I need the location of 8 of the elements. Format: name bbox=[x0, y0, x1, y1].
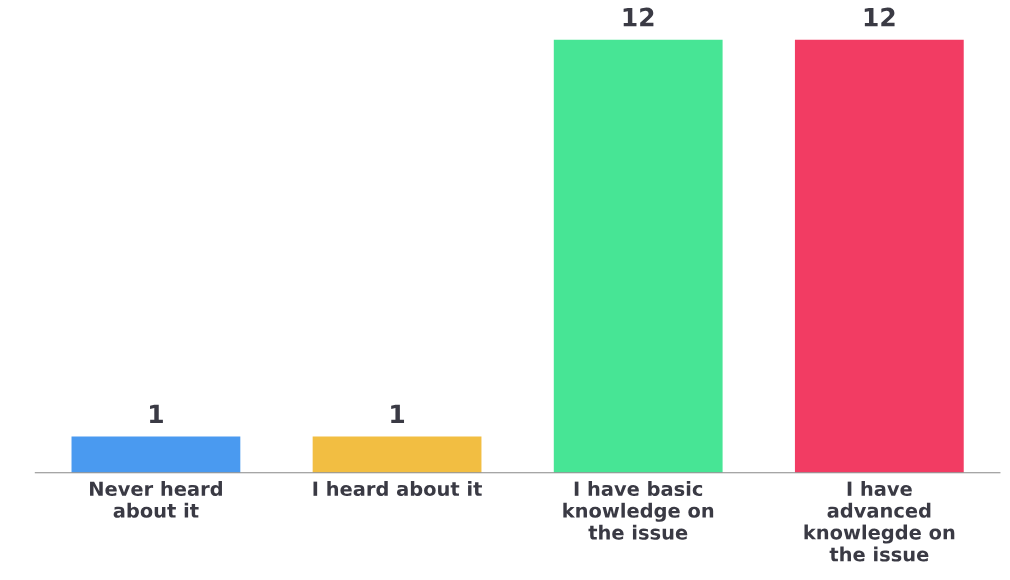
x-tick-label: Never heard about it bbox=[90, 481, 222, 518]
x-tick-label: I heard about it bbox=[313, 481, 482, 497]
data-label: 12 bbox=[864, 7, 895, 27]
data-label: 12 bbox=[623, 7, 654, 27]
data-label: 1 bbox=[391, 404, 405, 424]
x-tick-label: I have advanced knowlegde on the issue bbox=[804, 481, 955, 562]
data-label: 1 bbox=[150, 404, 163, 424]
x-tick-label: I have basic knowledge on the issue bbox=[563, 481, 714, 540]
